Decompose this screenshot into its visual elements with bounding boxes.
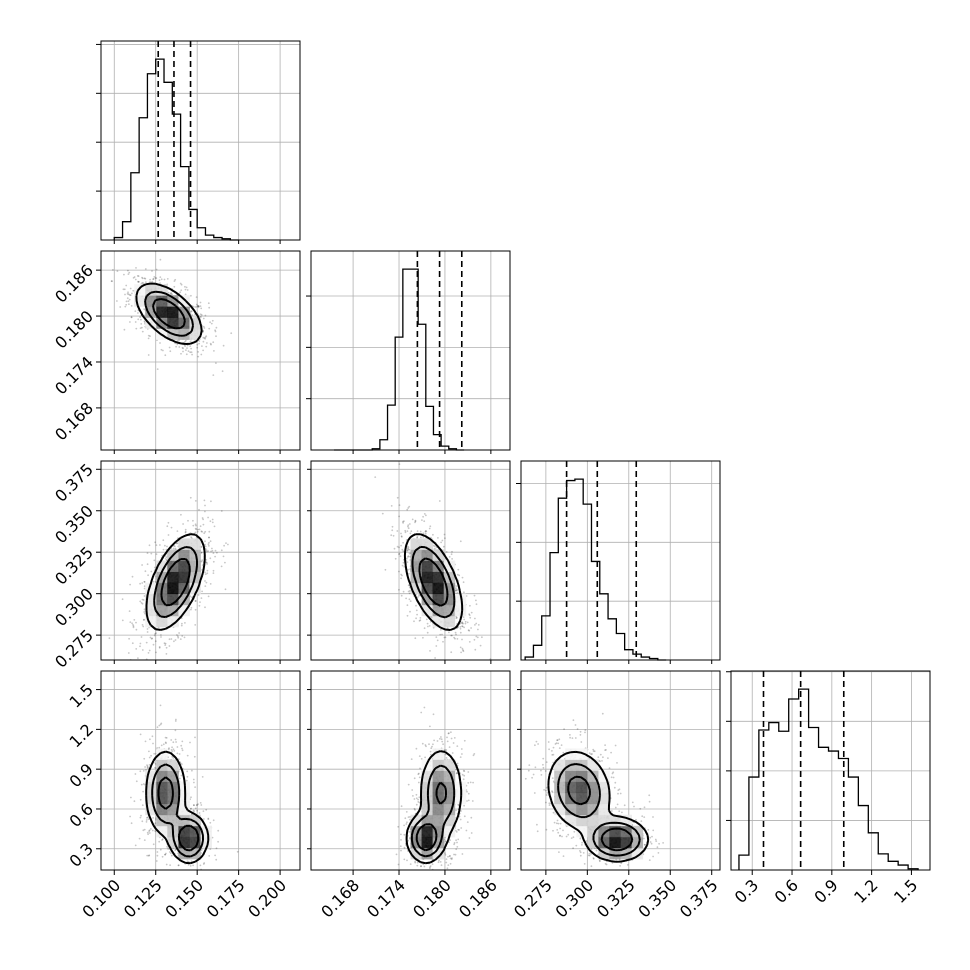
y-tick-label: 0.174: [51, 353, 97, 399]
x-tick-label: 0.3: [731, 876, 762, 907]
contour-level: [145, 533, 206, 631]
y-tick-label: 0.350: [51, 501, 97, 547]
x-tick-label: 0.375: [676, 876, 722, 922]
hist-step-0: [113, 58, 239, 241]
y-tick-label: 0.300: [51, 584, 97, 630]
y-tick-label: 0.168: [51, 398, 97, 444]
x-tick-label: 0.175: [203, 876, 249, 922]
x-tick-label: 0.300: [552, 876, 598, 922]
y-tick-label: 0.9: [66, 760, 97, 791]
x-tick-label: 0.100: [78, 876, 124, 922]
x-tick-label: 0.174: [363, 876, 409, 922]
contour-level: [547, 750, 650, 863]
y-tick-label: 0.186: [51, 261, 97, 307]
contour-level: [151, 763, 204, 858]
density-contours: [135, 282, 203, 345]
y-tick-label: 0.180: [51, 307, 97, 353]
joint-panel-0-3: [100, 670, 301, 871]
hist-panel-1: [306, 250, 511, 451]
joint-panel-2-3: [520, 670, 721, 871]
y-tick-label: 0.375: [51, 460, 97, 506]
contour-level: [145, 750, 210, 865]
joint-panel-0-2: [100, 460, 301, 661]
hist-step-2: [524, 478, 667, 661]
contour-level: [160, 558, 191, 607]
density-contours: [403, 533, 464, 631]
y-tick-label: 0.6: [66, 800, 97, 831]
density-cells: [134, 284, 201, 340]
contour-level: [410, 764, 456, 858]
panel-frame: [100, 250, 301, 451]
hist-panel-2: [516, 460, 721, 661]
hist-frame: [310, 250, 511, 451]
x-tick-label: 0.150: [161, 876, 207, 922]
hist-frame: [730, 670, 931, 871]
hist-panel-0: [96, 40, 301, 241]
x-tick-label: 0.6: [771, 876, 802, 907]
x-tick-label: 0.325: [593, 876, 639, 922]
y-tick-label: 0.325: [51, 543, 97, 589]
contour-level: [135, 282, 203, 345]
panel-frame: [100, 670, 301, 871]
joint-panel-1-2: [310, 460, 511, 661]
contour-level: [153, 546, 198, 619]
hist-frame: [100, 40, 301, 241]
contour-level: [415, 781, 447, 852]
contour-level: [152, 298, 186, 330]
y-tick-label: 0.275: [51, 626, 97, 672]
y-tick-label: 1.2: [66, 720, 97, 751]
panel-frame: [100, 460, 301, 661]
x-tick-label: 0.186: [455, 876, 501, 922]
y-tick-label: 0.3: [66, 839, 97, 870]
contour-level: [144, 290, 194, 337]
density-contours: [145, 533, 206, 631]
contour-level: [157, 776, 200, 852]
density-contours: [405, 750, 463, 865]
hist-step-3: [738, 688, 919, 870]
contour-level: [418, 557, 449, 607]
joint-panel-0-1: [100, 250, 301, 451]
hist-frame: [520, 460, 721, 661]
panel-frame: [310, 670, 511, 871]
x-tick-label: 0.200: [244, 876, 290, 922]
density-contours: [145, 750, 210, 865]
hist-panel-3: [726, 670, 931, 871]
x-tick-label: 1.2: [850, 876, 881, 907]
x-tick-label: 0.168: [317, 876, 363, 922]
x-tick-label: 0.275: [510, 876, 556, 922]
contour-level: [403, 533, 464, 631]
panel-frame: [520, 670, 721, 871]
x-tick-label: 1.5: [890, 876, 921, 907]
contour-level: [411, 545, 456, 619]
x-tick-label: 0.350: [634, 876, 680, 922]
contour-level: [405, 750, 463, 865]
contour-level: [567, 775, 634, 852]
x-tick-label: 0.9: [810, 876, 841, 907]
contour-level: [557, 763, 641, 857]
joint-panel-1-3: [310, 670, 511, 871]
y-tick-label: 1.5: [66, 680, 97, 711]
density-contours: [547, 750, 650, 863]
x-tick-label: 0.125: [120, 876, 166, 922]
panel-frame: [310, 460, 511, 661]
x-tick-label: 0.180: [409, 876, 455, 922]
